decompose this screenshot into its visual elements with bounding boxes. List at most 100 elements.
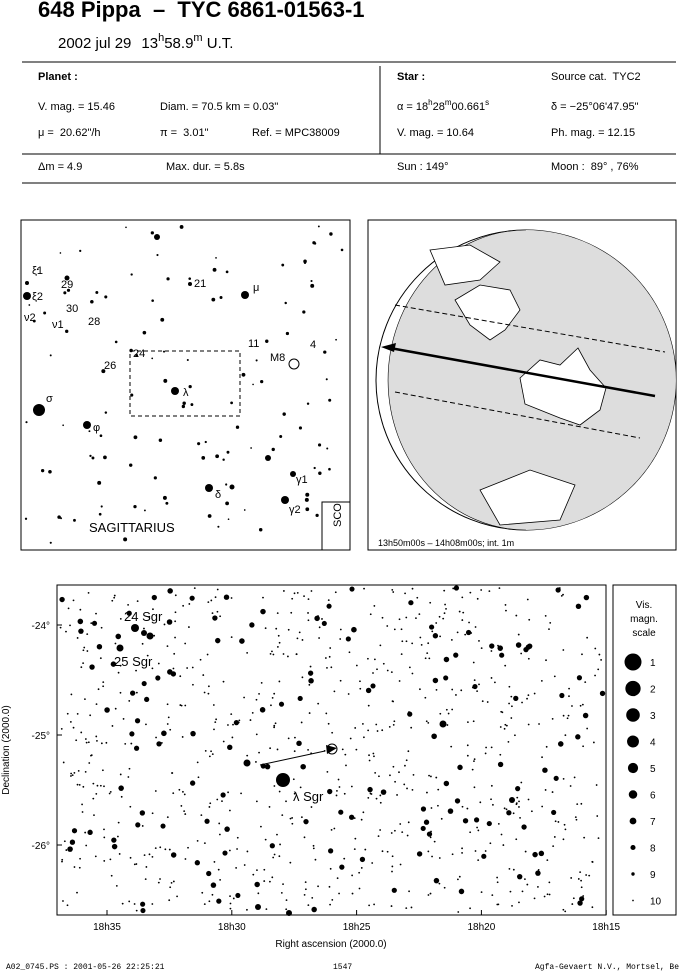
star	[232, 723, 234, 726]
star	[381, 616, 384, 619]
star	[577, 878, 580, 880]
globe: 13h50m00s – 14h08m00s; int. 1m	[375, 229, 677, 548]
star	[588, 874, 591, 877]
star-label: σ	[46, 393, 53, 405]
star	[369, 613, 372, 616]
star	[174, 620, 177, 623]
star	[564, 828, 567, 831]
star	[509, 890, 512, 893]
star	[151, 299, 154, 302]
field: Diam. = 70.5 km = 0.03"	[160, 101, 278, 113]
star	[205, 484, 213, 492]
star	[84, 771, 87, 773]
star	[412, 773, 415, 776]
star	[490, 677, 493, 679]
star	[72, 599, 75, 602]
star	[171, 387, 179, 395]
star	[96, 784, 99, 787]
star	[273, 853, 276, 856]
time: 13	[141, 35, 158, 52]
star	[351, 892, 354, 895]
star	[499, 726, 502, 728]
star	[581, 703, 584, 706]
star	[400, 653, 403, 655]
star	[521, 890, 524, 893]
star	[151, 357, 154, 360]
scale-label: 10	[650, 897, 662, 908]
star	[399, 823, 402, 825]
star	[172, 880, 175, 883]
star	[477, 829, 480, 832]
star	[438, 857, 441, 859]
star	[371, 862, 374, 864]
star	[151, 903, 154, 905]
star	[135, 354, 139, 357]
star	[290, 471, 296, 477]
star	[225, 483, 228, 486]
star	[76, 783, 79, 786]
star	[309, 665, 312, 668]
star	[109, 791, 112, 793]
star	[83, 646, 86, 649]
star	[545, 659, 547, 662]
star	[109, 858, 112, 861]
star	[508, 702, 510, 705]
star	[330, 666, 333, 669]
star	[285, 899, 288, 902]
star	[537, 868, 540, 871]
star	[476, 597, 479, 600]
star	[184, 858, 187, 860]
star	[461, 619, 464, 621]
star	[69, 721, 72, 723]
star	[160, 741, 163, 744]
star	[469, 907, 471, 910]
star	[562, 714, 565, 717]
star	[542, 767, 548, 773]
star	[166, 816, 169, 819]
star	[307, 904, 310, 907]
star	[451, 853, 454, 856]
star	[461, 805, 464, 808]
star	[173, 652, 176, 655]
star	[308, 678, 314, 684]
footer-page: 1547	[333, 963, 352, 972]
star	[154, 234, 160, 240]
star	[92, 797, 95, 800]
star	[65, 630, 67, 633]
star	[273, 726, 276, 729]
star	[297, 695, 303, 702]
star	[372, 672, 374, 674]
star	[213, 728, 215, 731]
star	[222, 458, 225, 461]
star	[275, 627, 278, 630]
star	[468, 621, 470, 624]
star	[499, 652, 505, 658]
star	[372, 752, 375, 755]
star	[188, 384, 192, 389]
star	[367, 786, 373, 793]
star	[286, 910, 292, 916]
star	[509, 797, 515, 803]
star	[162, 495, 167, 500]
label: Planet :	[38, 71, 78, 83]
star	[237, 721, 240, 724]
star	[219, 615, 222, 618]
star	[506, 810, 512, 816]
star	[270, 704, 272, 707]
star	[49, 541, 52, 544]
star	[465, 629, 472, 636]
star	[443, 675, 449, 681]
star	[163, 623, 166, 626]
star	[277, 634, 280, 637]
star	[164, 848, 167, 851]
star	[433, 877, 440, 884]
scale-title: magn.	[630, 614, 658, 625]
star	[553, 775, 559, 781]
star	[289, 817, 292, 820]
star	[595, 784, 598, 786]
star	[569, 785, 572, 787]
star-label: 25 Sgr	[114, 654, 153, 669]
star	[227, 791, 229, 794]
star	[189, 780, 196, 786]
star	[150, 231, 154, 235]
